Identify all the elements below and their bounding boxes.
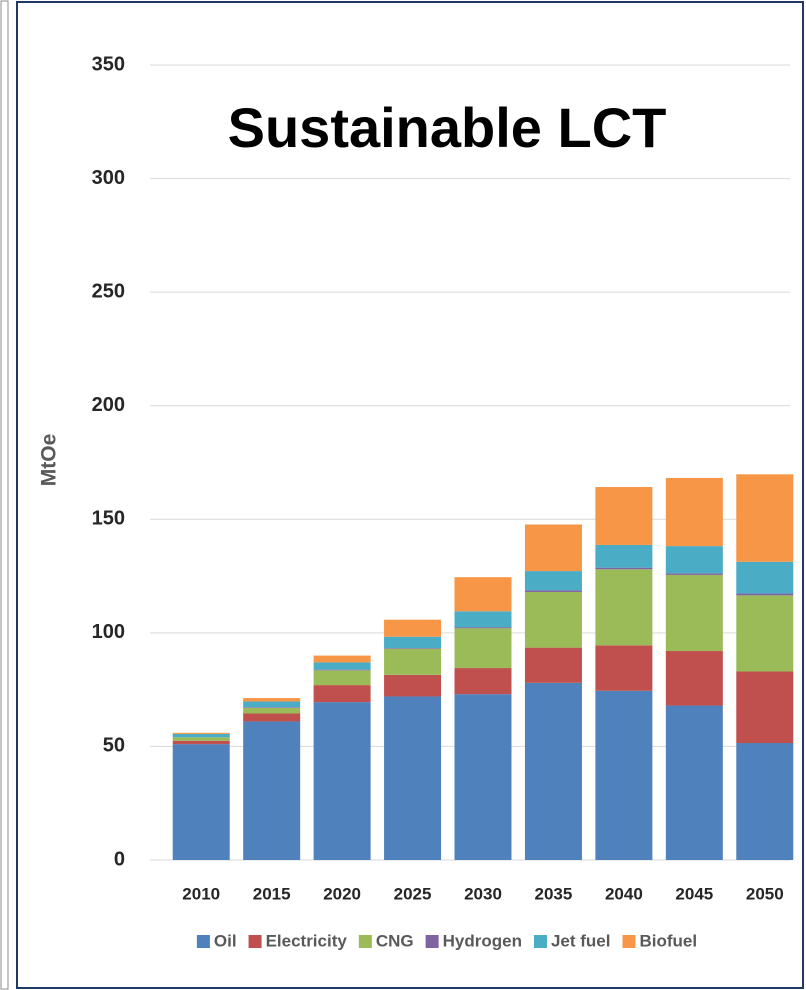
x-tick-label: 2020: [323, 884, 361, 903]
y-axis-label: MtOe: [38, 434, 61, 487]
bar-segment: [384, 619, 442, 637]
legend-swatch: [248, 935, 262, 948]
x-tick-label: 2040: [605, 884, 643, 903]
bar-segment: [313, 702, 371, 860]
bar-segment: [736, 593, 794, 596]
bar-segment: [172, 732, 230, 734]
bar-segment: [454, 577, 512, 612]
legend-label: Electricity: [266, 931, 348, 950]
y-tick-label: 50: [103, 735, 125, 757]
legend-swatch: [533, 935, 547, 948]
legend-swatch: [425, 935, 439, 948]
bar-segment: [524, 647, 582, 683]
bar-segment: [243, 707, 301, 708]
x-tick-label: 2010: [182, 884, 220, 903]
legend-label: Jet fuel: [551, 931, 611, 950]
bar-segment: [595, 690, 653, 860]
x-tick-label: 2045: [675, 884, 713, 903]
bar-segment: [313, 685, 371, 703]
y-tick-label: 150: [92, 508, 125, 530]
bar-segment: [313, 662, 371, 670]
bar-segment: [665, 477, 723, 547]
bar-segment: [736, 743, 794, 860]
side-panel: [0, 0, 9, 990]
bar-segment: [384, 648, 442, 675]
y-tick-label: 300: [92, 167, 125, 189]
legend-label: Hydrogen: [443, 931, 522, 950]
bar-segment: [595, 487, 653, 545]
bar-segment: [595, 645, 653, 691]
x-tick-label: 2015: [253, 884, 291, 903]
bar-segment: [454, 628, 512, 669]
bar-segment: [595, 569, 653, 646]
bar-segment: [665, 705, 723, 860]
bar-segment: [313, 669, 371, 671]
bar-segment: [665, 651, 723, 706]
bar-segment: [524, 571, 582, 591]
bar-segment: [243, 701, 301, 708]
bar-segment: [243, 698, 301, 702]
bar-segment: [313, 655, 371, 663]
bar-segment: [524, 590, 582, 592]
legend-swatch: [358, 935, 372, 948]
y-tick-label: 250: [92, 280, 125, 302]
bar-segment: [384, 636, 442, 649]
bar-segment: [172, 737, 230, 741]
bar-segment: [243, 713, 301, 722]
bar-segment: [313, 670, 371, 686]
y-tick-label: 350: [92, 53, 125, 75]
bar-segment: [736, 561, 794, 594]
chart-title: Sustainable LCT: [228, 96, 667, 159]
bar-segment: [454, 668, 512, 695]
bar-segment: [665, 573, 723, 575]
bar-segment: [172, 740, 230, 745]
bar-segment: [384, 648, 442, 649]
legend-label: Biofuel: [639, 931, 697, 950]
legend-label: Oil: [214, 931, 237, 950]
x-tick-label: 2035: [535, 884, 573, 903]
legend-swatch: [196, 935, 210, 948]
bar-segment: [454, 694, 512, 860]
bar-segment: [595, 567, 653, 570]
bar-segment: [243, 707, 301, 714]
bar-segment: [524, 682, 582, 860]
bar-segment: [665, 574, 723, 652]
bar-segment: [736, 671, 794, 744]
bar-segment: [172, 744, 230, 860]
bar-segment: [665, 546, 723, 574]
bar-segment: [243, 721, 301, 860]
bar-segment: [736, 595, 794, 672]
bar-segment: [384, 696, 442, 860]
bar-segment: [384, 674, 442, 697]
bar-segment: [524, 524, 582, 572]
legend-label: CNG: [376, 931, 414, 950]
legend-swatch: [622, 935, 636, 948]
bar-segment: [524, 591, 582, 648]
x-tick-label: 2030: [464, 884, 502, 903]
bar-segment: [595, 544, 653, 568]
y-tick-label: 100: [92, 621, 125, 643]
bar-segment: [454, 627, 512, 629]
bar-segment: [454, 611, 512, 628]
y-tick-label: 200: [92, 394, 125, 416]
y-tick-label: 0: [114, 848, 125, 870]
x-tick-label: 2050: [746, 884, 784, 903]
bar-segment: [172, 733, 230, 738]
x-tick-label: 2025: [394, 884, 432, 903]
bar-segment: [736, 474, 794, 562]
